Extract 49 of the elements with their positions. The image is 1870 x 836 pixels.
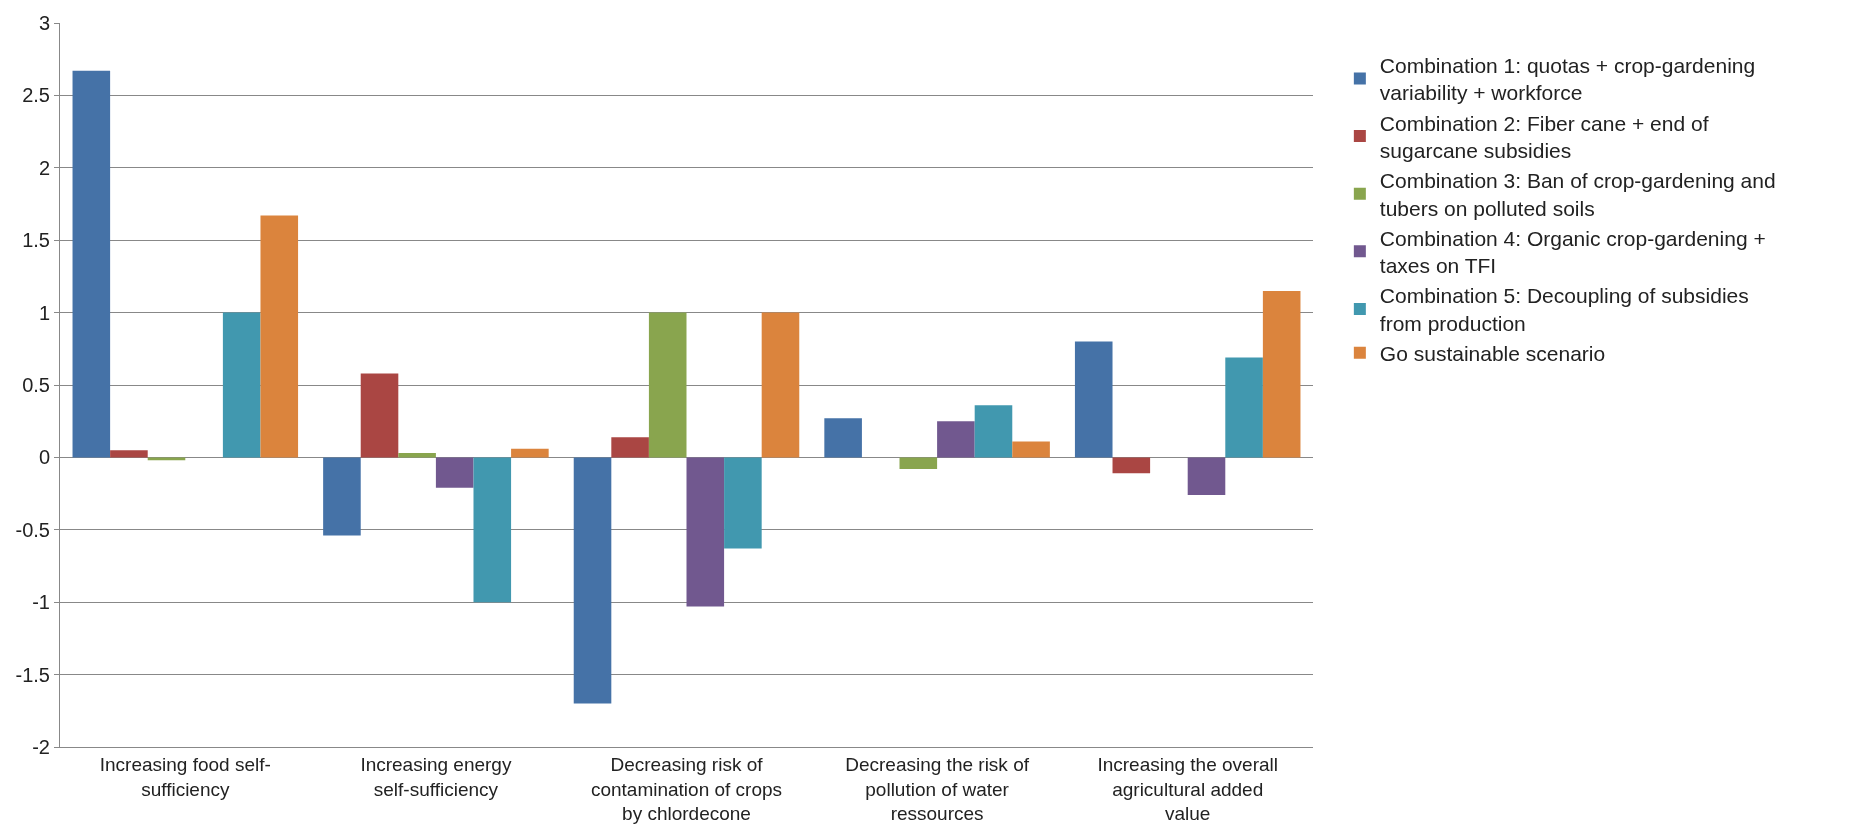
bar [1012,441,1050,458]
legend-label: Combination 3: Ban of crop-gardening and tubers on polluted soils [1379,169,1776,220]
bar [573,457,612,704]
bar [648,312,687,458]
y-tick-label: 1 [38,301,50,324]
bar [899,457,938,469]
bar [1187,457,1226,496]
x-tick-label: Increasing food self-sufficiency [99,753,271,800]
y-tick-label: 3 [38,12,50,34]
bar [1074,341,1113,458]
bar [611,437,649,458]
x-tick-label: Increasing the overall agricultural added value [1097,753,1278,825]
bar [260,215,299,458]
bar [435,457,474,488]
bar [1262,290,1301,458]
bar [824,418,862,458]
bar [222,312,261,458]
x-tick-label: Decreasing risk of contamination of crops by chlordecone [590,753,783,825]
y-tick-label: 2.5 [22,84,50,107]
bar [110,450,148,458]
y-tick-label: 0 [38,446,50,469]
bar [974,405,1013,458]
bar [511,448,549,458]
legend-label: Go sustainable scenario [1379,342,1606,366]
bar [937,421,975,458]
y-tick-label: -0.5 [15,518,50,541]
bar [686,457,725,607]
y-tick-label: -1.5 [15,663,50,686]
y-tick-label: 0.5 [22,374,50,396]
legend-label: Combination 5: Decoupling of subsidies from production [1379,284,1749,335]
bar [473,457,512,603]
bar [398,453,436,458]
y-tick-label: -1 [32,591,50,614]
x-tick-label: Decreasing the risk of pollution of water ressources [845,753,1030,825]
bar [1225,357,1263,458]
legend-label: Combination 1: quotas + crop-gardening variability + workforce [1379,54,1756,105]
y-tick-label: 1.5 [22,229,50,252]
legend-label: Combination 2: Fiber cane + end of sugarcane subsidies [1379,111,1709,162]
legend-label: Combination 4: Organic crop-gardening + taxes on TFI [1379,226,1766,278]
y-tick-label: 2 [38,156,50,179]
bar [323,457,361,536]
y-tick-label: -2 [32,736,50,758]
bar [147,457,186,461]
bar [1112,457,1151,474]
bar [360,373,399,458]
x-tick-label: Increasing energy self-sufficiency [360,753,512,800]
bar [72,70,111,458]
bar [761,312,800,458]
bar [724,457,762,549]
